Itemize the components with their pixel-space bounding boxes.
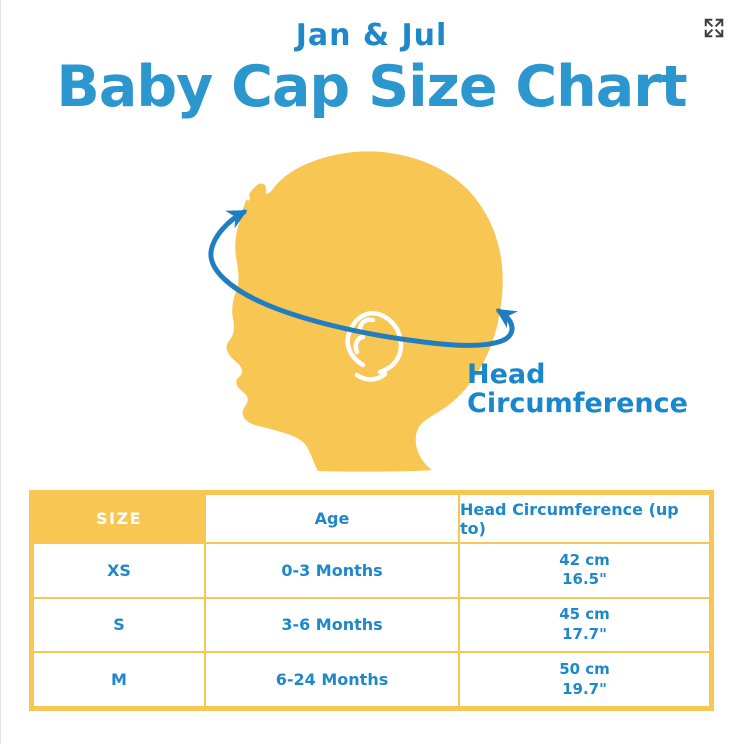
circumference-inch: 16.5" — [562, 570, 607, 589]
hair-curl-detail — [245, 183, 257, 201]
table-header-circumference: Head Circumference (up to) — [460, 495, 709, 542]
table-header-size: SIZE — [34, 495, 204, 542]
circumference-cm: 50 cm — [559, 660, 610, 679]
table-cell-circumference-m: 50 cm 19.7" — [460, 653, 709, 706]
head-circumference-label: Head Circumference — [467, 359, 688, 420]
table-header-age: Age — [206, 495, 458, 542]
table-cell-circumference-s: 45 cm 17.7" — [460, 598, 709, 652]
table-cell-size-xs: XS — [34, 544, 204, 597]
circumference-cm: 42 cm — [559, 550, 610, 569]
circumference-inch: 19.7" — [562, 679, 607, 698]
brand-name: Jan & Jul — [295, 18, 448, 53]
table-cell-size-m: M — [34, 653, 204, 706]
circumference-inch: 17.7" — [562, 624, 607, 643]
table-cell-circumference-xs: 42 cm 16.5" — [460, 544, 709, 597]
table-cell-age-s: 3-6 Months — [206, 598, 458, 652]
size-chart-table: SIZE Age Head Circumference (up to) XS 0… — [29, 490, 714, 711]
circumference-arrow — [208, 209, 518, 348]
page-title: Baby Cap Size Chart — [56, 54, 687, 120]
baby-head-illustration — [208, 151, 518, 472]
table-cell-age-xs: 0-3 Months — [206, 544, 458, 597]
table-cell-size-s: S — [34, 598, 204, 652]
table-cell-age-m: 6-24 Months — [206, 653, 458, 706]
expand-button[interactable] — [703, 17, 725, 39]
baby-head-silhouette — [226, 151, 503, 472]
expand-icon — [704, 18, 724, 38]
circumference-cm: 45 cm — [559, 605, 610, 624]
